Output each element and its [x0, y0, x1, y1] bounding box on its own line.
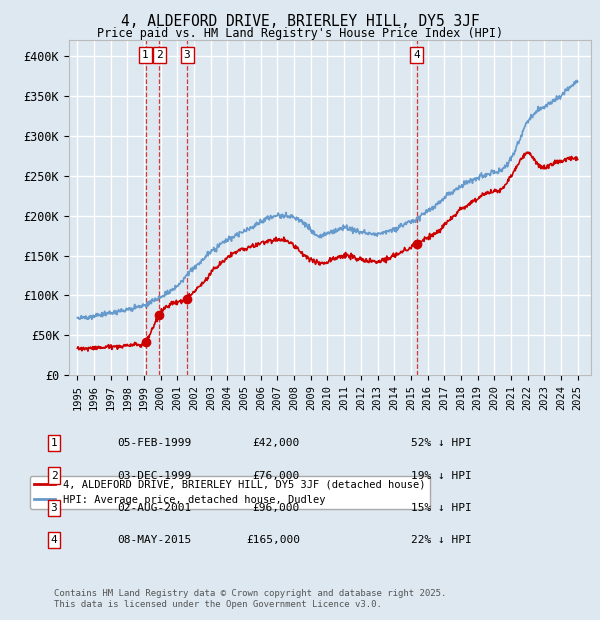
Text: £165,000: £165,000: [246, 535, 300, 545]
Text: 4, ALDEFORD DRIVE, BRIERLEY HILL, DY5 3JF: 4, ALDEFORD DRIVE, BRIERLEY HILL, DY5 3J…: [121, 14, 479, 29]
Text: 15% ↓ HPI: 15% ↓ HPI: [411, 503, 472, 513]
Text: 52% ↓ HPI: 52% ↓ HPI: [411, 438, 472, 448]
Text: £76,000: £76,000: [253, 471, 300, 480]
Text: 05-FEB-1999: 05-FEB-1999: [117, 438, 191, 448]
Text: 08-MAY-2015: 08-MAY-2015: [117, 535, 191, 545]
Text: £96,000: £96,000: [253, 503, 300, 513]
Text: Price paid vs. HM Land Registry's House Price Index (HPI): Price paid vs. HM Land Registry's House …: [97, 27, 503, 40]
Text: 22% ↓ HPI: 22% ↓ HPI: [411, 535, 472, 545]
Text: 4: 4: [50, 535, 58, 545]
Text: 03-DEC-1999: 03-DEC-1999: [117, 471, 191, 480]
Legend: 4, ALDEFORD DRIVE, BRIERLEY HILL, DY5 3JF (detached house), HPI: Average price, : 4, ALDEFORD DRIVE, BRIERLEY HILL, DY5 3J…: [30, 476, 430, 509]
Text: 3: 3: [50, 503, 58, 513]
Text: 2: 2: [50, 471, 58, 480]
Text: 1: 1: [50, 438, 58, 448]
Text: 2: 2: [156, 50, 163, 60]
Text: 1: 1: [142, 50, 149, 60]
Text: 3: 3: [184, 50, 190, 60]
Text: 19% ↓ HPI: 19% ↓ HPI: [411, 471, 472, 480]
Text: 4: 4: [413, 50, 420, 60]
Text: 02-AUG-2001: 02-AUG-2001: [117, 503, 191, 513]
Text: Contains HM Land Registry data © Crown copyright and database right 2025.
This d: Contains HM Land Registry data © Crown c…: [54, 590, 446, 609]
Text: £42,000: £42,000: [253, 438, 300, 448]
